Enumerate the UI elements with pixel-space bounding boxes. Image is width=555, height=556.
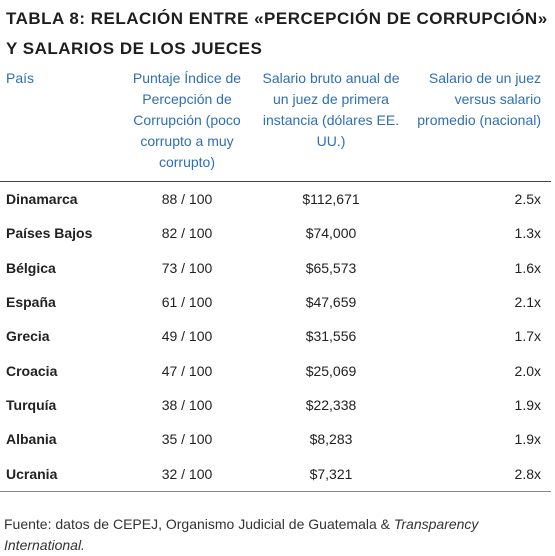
table-cell: $112,671 (302, 191, 360, 208)
table-cell: Ucrania (0, 456, 118, 492)
table-cell: 49 / 100 (161, 328, 213, 345)
table-cell: 1.9x (514, 396, 541, 413)
header-cell: Puntaje Índice de Percepción de Corrupci… (118, 68, 256, 182)
table-row: Croacia 47 / 100 $25,069 2.0x (0, 353, 551, 387)
table-row: Ucrania 32 / 100 $7,321 2.8x (0, 456, 551, 492)
title: TABLA 8: RELACIÓN ENTRE «PERCEPCIÓN DE C… (6, 4, 548, 64)
table-cell: Dinamarca (6, 191, 78, 208)
table-cell: $22,338 (305, 396, 357, 413)
source-text: Fuente: datos de CEPEJ, Organismo Judici… (4, 516, 390, 532)
table-body: Dinamarca 88 / 100 $112,671 2.5x Países Bajo… (0, 182, 551, 492)
table-cell: 82 / 100 (161, 225, 213, 242)
table-cell: $47,659 (305, 294, 357, 311)
header-cell: Salario de un juez versus salario promed… (406, 68, 551, 182)
table-cell: 2.5x (514, 191, 541, 208)
title-line: TABLA 8: RELACIÓN ENTRE «PERCEPCIÓN DE C… (6, 9, 548, 28)
table-cell: 2.8x (406, 456, 551, 492)
table-cell: Turquía (6, 396, 57, 413)
table-cell: 1.6x (514, 259, 541, 276)
table-cell: Croacia (6, 362, 58, 379)
table-cell: 32 / 100 (118, 456, 256, 492)
table-row: Albania 35 / 100 $8,283 1.9x (0, 422, 551, 456)
table-row: Dinamarca 88 / 100 $112,671 2.5x (0, 182, 551, 217)
data-table: País Puntaje Índice de Percepción de Corr… (0, 68, 551, 492)
table-row: Bélgica 73 / 100 $65,573 1.6x (0, 251, 551, 285)
table-cell: 2.1x (514, 294, 541, 311)
header-row: País Puntaje Índice de Percepción de Corr… (0, 68, 551, 182)
table-cell: 2.0x (514, 362, 541, 379)
table-cell: $65,573 (305, 259, 357, 276)
title-line: Y SALARIOS DE LOS JUECES (6, 39, 263, 58)
table-cell: Bélgica (6, 259, 56, 276)
table-cell: $8,283 (309, 431, 353, 448)
source-italic: Transparency International. (4, 516, 479, 553)
table-cell: $31,556 (305, 328, 357, 345)
table-row: Países Bajos 82 / 100 $74,000 1.3x (0, 216, 551, 250)
table-cell: Grecia (6, 328, 50, 345)
table-row: España 61 / 100 $47,659 2.1x (0, 285, 551, 319)
table-cell: 38 / 100 (161, 396, 213, 413)
table-cell: 47 / 100 (161, 362, 213, 379)
table-cell: 1.9x (514, 431, 541, 448)
header-cell: País (0, 68, 118, 182)
table-row: Turquía 38 / 100 $22,338 1.9x (0, 388, 551, 422)
table-cell: 88 / 100 (161, 191, 213, 208)
table-cell: $7,321 (256, 456, 406, 492)
table-cell: 61 / 100 (161, 294, 213, 311)
header-cell: Salario bruto anual de un juez de primer… (256, 68, 406, 182)
source: Fuente: datos de CEPEJ, Organismo Judici… (4, 514, 524, 556)
table-cell: España (6, 294, 56, 311)
table-cell: Albania (6, 431, 57, 448)
table-cell: 1.7x (514, 328, 541, 345)
table-row: Grecia 49 / 100 $31,556 1.7x (0, 319, 551, 353)
table-cell: 35 / 100 (161, 431, 213, 448)
table-cell: $74,000 (305, 225, 357, 242)
table-cell: 73 / 100 (161, 259, 213, 276)
table-cell: Países Bajos (6, 225, 93, 242)
table-cell: $25,069 (305, 362, 357, 379)
table-cell: 1.3x (514, 225, 541, 242)
